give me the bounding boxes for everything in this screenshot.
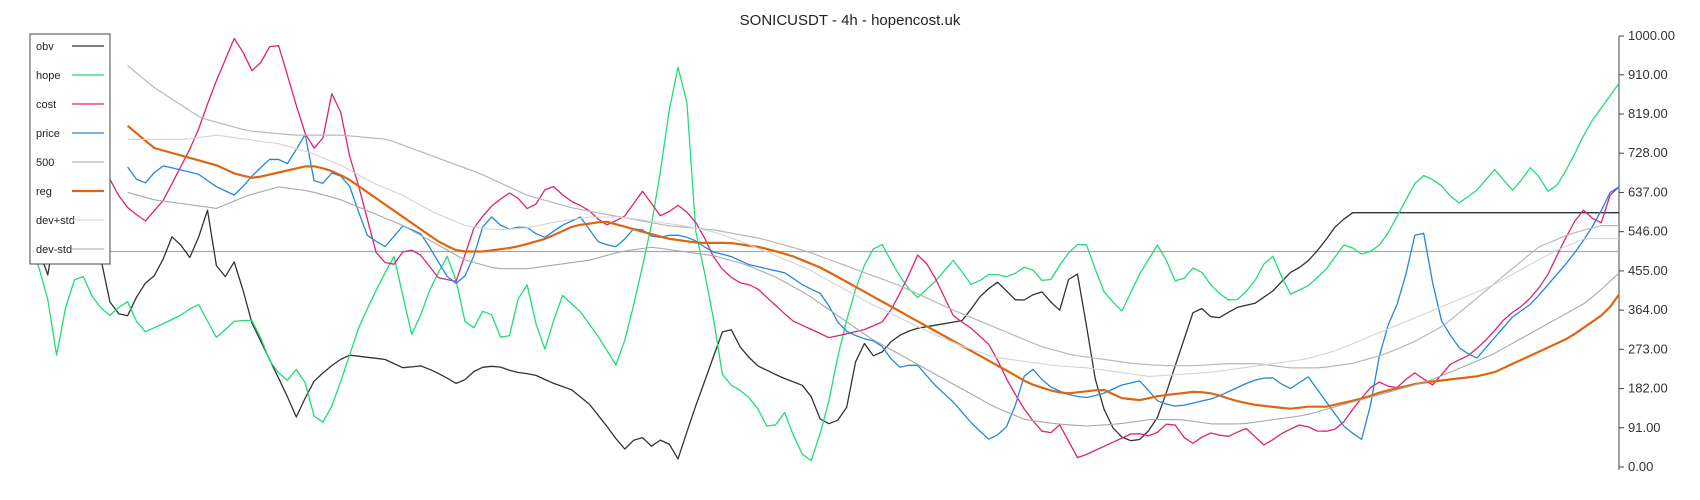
y-tick-label: 546.00 [1628,224,1668,239]
legend-label: price [36,128,60,140]
legend-label: 500 [36,157,54,169]
legend-box [29,33,111,265]
series-line-obv [29,91,1619,460]
series-line-dev-std [127,186,1620,427]
legend-label: obv [36,41,54,53]
legend-label: cost [36,99,56,111]
y-tick-label: 0.00 [1628,459,1653,474]
y-tick-label: 273.00 [1628,341,1668,356]
series-line-price [127,133,1620,441]
chart-title: SONICUSDT - 4h - hopencost.uk [740,12,961,29]
series-layer [29,37,1620,462]
series-line-cost [29,37,1620,459]
y-tick-label: 1000.00 [1628,28,1675,43]
y-tick-label: 91.00 [1628,420,1661,435]
y-tick-label: 728.00 [1628,145,1668,160]
legend: obv hope cost price 500 reg dev+std dev-std [29,33,111,265]
series-line-500 [127,65,1619,369]
legend-label: hope [36,70,60,82]
y-tick-label: 455.00 [1628,263,1668,278]
y-tick-label: 637.00 [1628,184,1668,199]
y-tick-label: 182.00 [1628,381,1668,396]
legend-label: reg [36,186,52,198]
series-line-dev-std [127,134,1619,377]
series-line-reg [126,124,1620,410]
y-axis: 0.00 91.00 182.00 273.00 364.00 455.00 546.00 6… [1619,28,1675,474]
y-tick-label: 819.00 [1628,106,1668,121]
legend-label: dev-std [36,244,72,256]
y-tick-label: 910.00 [1628,67,1668,82]
legend-label: dev+std [36,215,75,227]
y-tick-label: 364.00 [1628,302,1668,317]
series-line-hope [29,66,1620,462]
